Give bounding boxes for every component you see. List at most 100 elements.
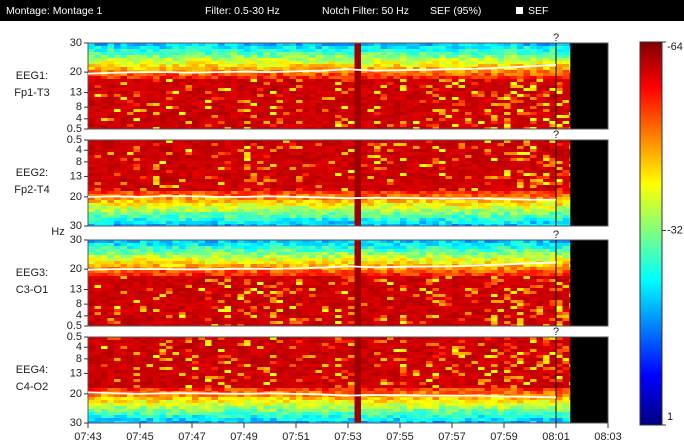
spectrogram-cell: [328, 64, 336, 68]
spectrogram-cell: [244, 218, 251, 222]
spectrogram-cell: [445, 49, 453, 53]
spectrogram-cell: [562, 94, 570, 98]
spectrogram-cell: [465, 76, 472, 80]
spectrogram-cell: [569, 115, 571, 119]
spectrogram-cell: [179, 155, 186, 159]
spectrogram-cell: [120, 79, 128, 83]
spectrogram-cell: [211, 188, 219, 192]
spectrogram-cell: [361, 191, 368, 195]
spectrogram-cell: [556, 149, 563, 153]
spectrogram-cell: [146, 291, 154, 295]
spectrogram-cell: [153, 58, 160, 62]
spectrogram-cell: [484, 185, 492, 189]
sef-percent[interactable]: SEF (95%): [430, 5, 481, 17]
spectrogram-cell: [146, 67, 154, 71]
spectrogram-cell: [127, 167, 134, 171]
spectrogram-cell: [523, 79, 531, 83]
spectrogram-cell: [543, 191, 550, 195]
filter[interactable]: Filter: 0.5-30 Hz: [205, 5, 280, 17]
spectrogram-cell: [406, 194, 414, 198]
spectrogram-cell: [192, 76, 199, 80]
sef-legend[interactable]: SEF: [528, 5, 548, 17]
spectrogram-cell: [322, 55, 329, 59]
spectrogram-cell: [445, 97, 453, 101]
spectrogram-cell: [471, 224, 479, 227]
spectrogram-cell: [419, 55, 427, 59]
spectrogram-cell: [328, 170, 336, 174]
spectrogram-cell: [270, 155, 277, 159]
spectrogram-cell: [172, 209, 180, 213]
spectrogram-cell: [543, 185, 550, 189]
spectrogram-cell: [289, 109, 297, 113]
spectrogram-cell: [231, 197, 238, 201]
notch-filter[interactable]: Notch Filter: 50 Hz: [322, 5, 409, 17]
spectrogram-cell: [153, 221, 160, 225]
spectrogram-cell: [374, 146, 381, 150]
spectrogram-cell: [302, 124, 310, 128]
montage[interactable]: Montage: Montage 1: [6, 5, 102, 17]
spectrogram-cell: [172, 206, 180, 210]
spectrogram-cell: [478, 79, 485, 83]
spectrogram-cell: [88, 273, 95, 277]
spectrogram-cell: [94, 324, 102, 327]
spectrogram-cell: [543, 109, 550, 113]
spectrogram-cell: [107, 185, 115, 189]
spectrogram-cell: [172, 224, 180, 227]
spectrogram-cell: [140, 146, 147, 150]
spectrogram-cell: [179, 73, 186, 77]
spectrogram-cell: [374, 49, 381, 53]
spectrogram-cell: [263, 124, 271, 128]
spectrogram-cell: [497, 85, 505, 89]
spectrogram-cell: [159, 282, 167, 286]
spectrogram-cell: [426, 118, 433, 122]
spectrogram-cell: [504, 94, 511, 98]
spectrogram-cell: [140, 85, 147, 89]
spectrogram-cell: [465, 109, 472, 113]
spectrogram-cell: [172, 255, 180, 259]
spectrogram-cell: [497, 218, 505, 222]
spectrogram-cell: [387, 221, 394, 225]
spectrogram-cell: [374, 179, 381, 183]
spectrogram-cell: [309, 176, 316, 180]
spectrogram-cell: [452, 106, 459, 110]
spectrogram-cell: [549, 58, 557, 62]
spectrogram-cell: [406, 149, 414, 153]
spectrogram-cell: [510, 215, 518, 219]
spectrogram-cell: [166, 152, 173, 156]
spectrogram-cell: [432, 206, 440, 210]
spectrogram-cell: [198, 200, 206, 204]
spectrogram-cell: [205, 200, 212, 204]
spectrogram-cell: [530, 173, 537, 177]
spectrogram-cell: [114, 188, 121, 192]
spectrogram-cell: [237, 73, 245, 77]
spectrogram-cell: [478, 64, 485, 68]
spectrogram-cell: [413, 194, 420, 198]
spectrogram-cell: [283, 224, 290, 227]
spectrogram-cell: [179, 140, 186, 144]
spectrogram-cell: [237, 158, 245, 162]
spectrogram-cell: [452, 121, 459, 125]
spectrogram-cell: [166, 185, 173, 189]
spectrogram-cell: [543, 167, 550, 171]
spectrogram-cell: [276, 55, 284, 59]
spectrogram-cell: [101, 261, 108, 265]
spectrogram-cell: [432, 70, 440, 74]
spectrogram-cell: [179, 303, 186, 307]
spectrogram-cell: [192, 288, 199, 292]
spectrogram-cell: [140, 318, 147, 322]
spectrogram-cell: [465, 215, 472, 219]
spectrogram-cell: [133, 64, 141, 68]
spectrogram-cell: [536, 176, 544, 180]
spectrogram-cell: [211, 191, 219, 195]
spectrogram-cell: [543, 218, 550, 222]
spectrogram-cell: [127, 152, 134, 156]
spectrogram-cell: [413, 121, 420, 125]
spectrogram-cell: [296, 221, 303, 225]
spectrogram-cell: [491, 85, 498, 89]
spectrogram-cell: [192, 273, 199, 277]
spectrogram-cell: [244, 140, 251, 144]
spectrogram-cell: [120, 176, 128, 180]
spectrogram-cell: [341, 127, 349, 130]
spectrogram-cell: [374, 152, 381, 156]
spectrogram-cell: [270, 127, 277, 130]
